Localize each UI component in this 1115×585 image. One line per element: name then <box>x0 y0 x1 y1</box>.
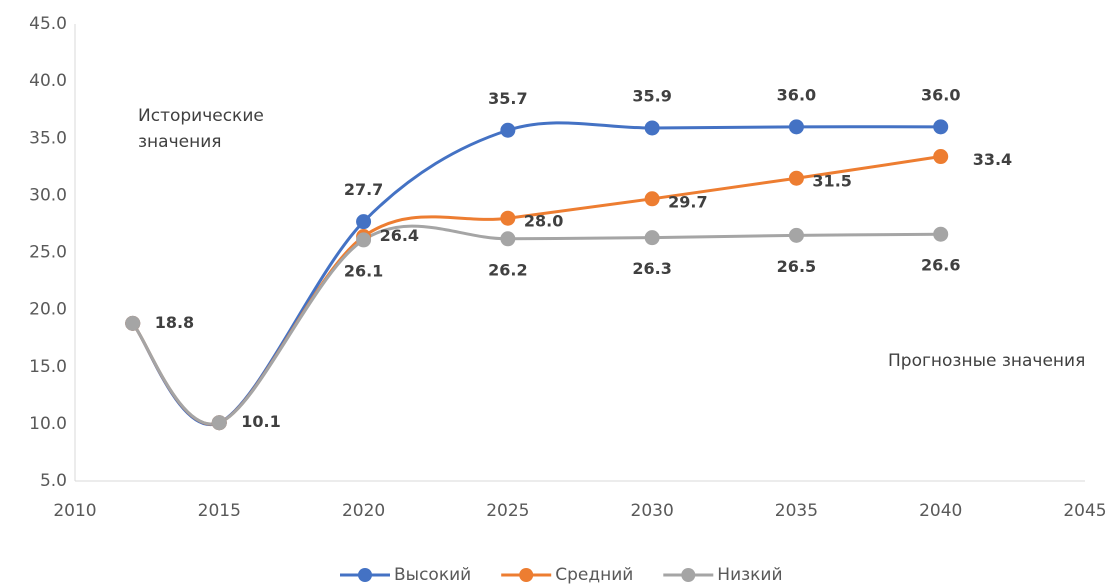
marker <box>125 315 141 331</box>
data-label: 36.0 <box>777 85 816 104</box>
y-tick-label: 20.0 <box>29 300 67 320</box>
data-label: 26.6 <box>921 256 960 275</box>
data-label: 36.0 <box>921 85 960 104</box>
marker <box>788 227 804 243</box>
marker <box>644 230 660 246</box>
marker <box>644 120 660 136</box>
data-label: 33.4 <box>973 150 1012 169</box>
y-tick-label: 15.0 <box>29 357 67 377</box>
y-tick-label: 25.0 <box>29 243 67 263</box>
marker <box>933 226 949 242</box>
annotation: Прогнозные значения <box>888 351 1086 371</box>
marker <box>356 232 372 248</box>
data-label: 10.1 <box>241 412 280 431</box>
data-label: 29.7 <box>668 192 707 211</box>
data-label: 26.3 <box>632 259 671 278</box>
y-tick-label: 35.0 <box>29 128 67 148</box>
y-tick-label: 5.0 <box>40 471 67 491</box>
legend-marker <box>681 568 696 582</box>
y-tick-label: 40.0 <box>29 71 67 91</box>
data-label: 18.8 <box>155 313 194 332</box>
data-label: 35.9 <box>632 86 671 105</box>
y-tick-label: 10.0 <box>29 414 67 434</box>
marker <box>500 122 516 138</box>
marker <box>933 119 949 135</box>
y-tick-label: 45.0 <box>29 14 67 34</box>
y-tick-label: 30.0 <box>29 185 67 205</box>
x-tick-label: 2025 <box>486 501 529 521</box>
legend-label: Высокий <box>394 565 471 585</box>
data-label: 31.5 <box>812 172 851 191</box>
marker <box>644 191 660 207</box>
legend-marker <box>519 568 534 582</box>
data-label: 26.4 <box>380 226 419 245</box>
x-tick-label: 2045 <box>1063 501 1106 521</box>
x-tick-label: 2020 <box>342 501 385 521</box>
data-label: 26.2 <box>488 260 527 279</box>
x-tick-label: 2010 <box>53 501 96 521</box>
marker <box>933 149 949 165</box>
marker <box>356 214 372 230</box>
series-line <box>131 121 941 427</box>
data-label: 35.7 <box>488 89 527 108</box>
marker <box>211 415 227 431</box>
series-line <box>131 224 941 426</box>
legend-label: Средний <box>555 565 633 585</box>
x-tick-label: 2040 <box>919 501 962 521</box>
data-label: 26.5 <box>777 257 816 276</box>
x-tick-label: 2035 <box>775 501 818 521</box>
series-line <box>131 155 941 426</box>
marker <box>788 119 804 135</box>
annotation: Исторические значения <box>138 106 264 152</box>
marker <box>500 231 516 247</box>
marker <box>788 170 804 186</box>
data-label: 28.0 <box>524 212 563 231</box>
data-label: 26.1 <box>344 261 383 280</box>
x-tick-label: 2030 <box>631 501 674 521</box>
data-label: 27.7 <box>344 180 383 199</box>
marker <box>500 210 516 226</box>
legend-marker <box>358 568 372 582</box>
legend-label: Низкий <box>717 565 782 585</box>
x-tick-label: 2015 <box>198 501 241 521</box>
